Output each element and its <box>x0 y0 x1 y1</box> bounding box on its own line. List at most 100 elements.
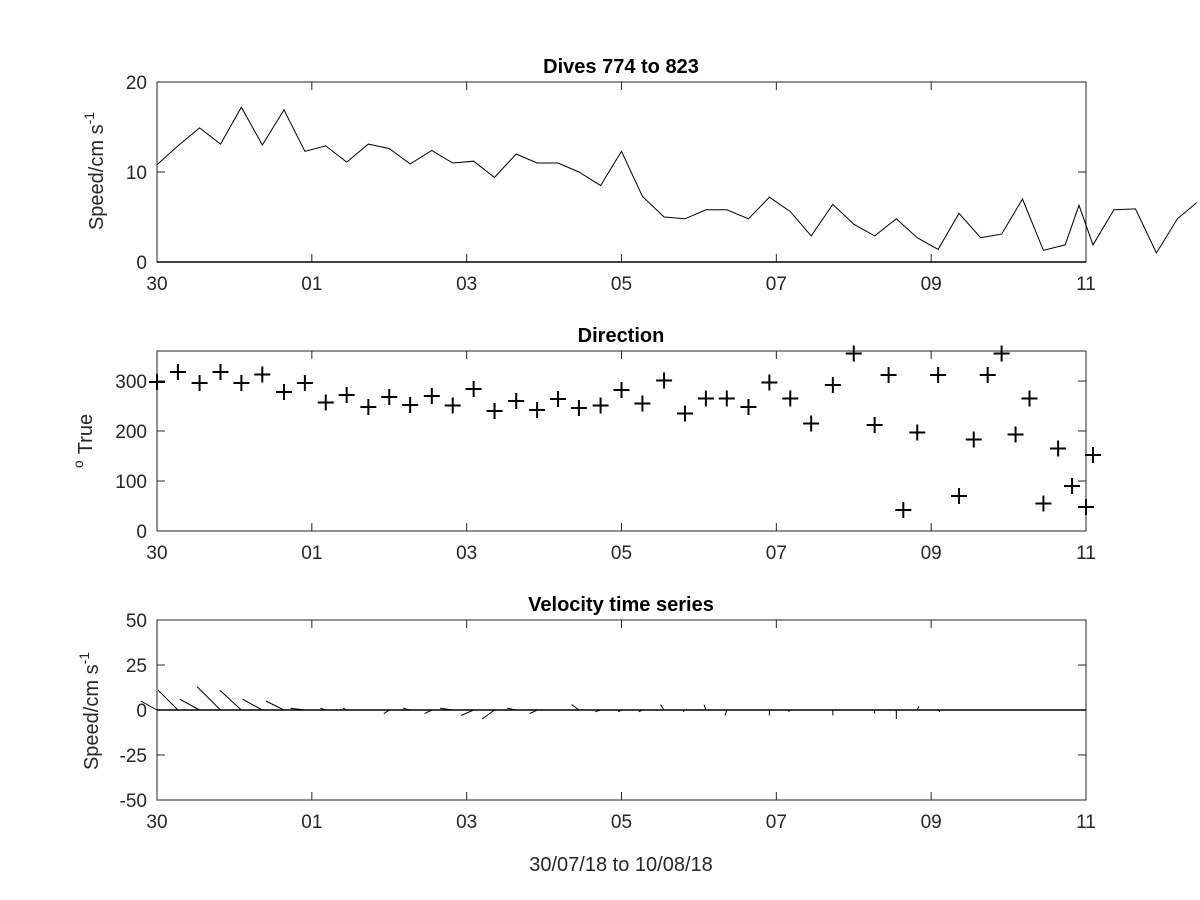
velocity-stick <box>481 709 495 720</box>
velocity-xlabel: 30/07/18 to 10/08/18 <box>529 854 713 876</box>
direction-point <box>444 397 461 414</box>
velocity-stick <box>916 706 920 711</box>
direction-point <box>1021 390 1038 407</box>
direction-ylabel: oTrue <box>70 414 97 468</box>
direction-panel: Direction 30 01 03 05 07 09 11 0 100 200 300 oTrue <box>70 325 1101 564</box>
direction-point <box>233 375 250 391</box>
direction-point <box>570 400 587 416</box>
y-tick-label: 100 <box>115 472 147 493</box>
direction-point <box>1078 499 1094 515</box>
direction-point <box>550 391 567 407</box>
velocity-stick <box>219 689 242 711</box>
direction-point <box>880 367 897 383</box>
x-tick-label: 07 <box>766 543 787 564</box>
direction-point <box>866 417 883 433</box>
y-tick-label: -25 <box>120 746 147 767</box>
x-tick-label: 05 <box>611 274 632 295</box>
direction-axes: 30 01 03 05 07 09 11 0 100 200 300 <box>115 345 1101 564</box>
direction-point <box>338 387 355 403</box>
x-tick-label: 01 <box>301 812 322 833</box>
x-tick-label: 11 <box>1076 274 1096 295</box>
direction-point <box>317 394 334 411</box>
direction-point <box>1064 478 1081 494</box>
velocity-stick <box>529 709 538 715</box>
direction-panel-title: Direction <box>578 325 665 347</box>
direction-point <box>1050 440 1067 457</box>
y-tick-label: 20 <box>126 73 147 94</box>
direction-point <box>212 364 229 380</box>
velocity-stick <box>157 689 179 711</box>
direction-point <box>191 375 208 391</box>
x-tick-label: 09 <box>921 812 942 833</box>
direction-point <box>486 403 503 419</box>
x-tick-label: 05 <box>611 543 632 564</box>
y-tick-label: 50 <box>126 611 147 632</box>
speed-axes: 30 01 03 05 07 09 11 0 10 20 <box>126 73 1198 295</box>
velocity-stick <box>507 707 517 711</box>
direction-point <box>676 405 693 422</box>
velocity-stick <box>703 704 707 711</box>
y-tick-label: 0 <box>136 701 147 722</box>
velocity-panel-title: Velocity time series <box>528 594 714 616</box>
x-tick-label: 30 <box>146 543 167 564</box>
direction-point <box>697 390 714 407</box>
direction-point <box>761 374 778 391</box>
velocity-stick <box>937 709 941 713</box>
direction-point <box>845 345 862 362</box>
velocity-stick <box>342 707 347 711</box>
y-tick-label: 300 <box>115 372 147 393</box>
velocity-stick <box>179 698 200 711</box>
velocity-stick <box>571 704 580 711</box>
x-tick-label: 05 <box>611 812 632 833</box>
direction-point <box>149 374 165 390</box>
x-tick-label: 03 <box>456 812 477 833</box>
x-tick-label: 09 <box>921 274 942 295</box>
velocity-stick <box>242 698 263 711</box>
direction-point <box>360 399 377 415</box>
velocity-stick <box>440 707 453 711</box>
velocity-stick <box>383 709 390 715</box>
velocity-panel: Velocity time series 30 01 03 05 07 09 11 50 25 0… <box>76 594 1096 876</box>
y-tick-label: 200 <box>115 422 147 443</box>
velocity-stick <box>595 709 601 713</box>
y-tick-label: 10 <box>126 163 147 184</box>
y-tick-label: 25 <box>126 656 147 677</box>
x-tick-label: 07 <box>766 812 787 833</box>
direction-point <box>296 375 313 391</box>
direction-point <box>529 402 546 418</box>
direction-point <box>381 389 398 405</box>
speed-ylabel: Speed/cm s-1 <box>81 112 108 230</box>
direction-point <box>275 384 292 400</box>
velocity-stick <box>320 707 326 711</box>
speed-panel-title: Dives 774 to 823 <box>543 56 699 78</box>
velocity-stick <box>290 707 305 711</box>
x-tick-label: 03 <box>456 274 477 295</box>
x-tick-label: 01 <box>301 543 322 564</box>
speed-panel: Dives 774 to 823 30 01 03 05 07 09 11 0 10 20 Spe… <box>81 56 1198 295</box>
velocity-stick <box>402 707 411 711</box>
velocity-stick <box>460 709 474 716</box>
direction-point <box>508 393 525 409</box>
direction-point <box>718 390 735 407</box>
x-tick-label: 30 <box>146 274 167 295</box>
y-tick-label: -50 <box>120 791 147 812</box>
direction-point <box>979 367 996 383</box>
velocity-stick <box>660 704 665 711</box>
y-tick-label: 0 <box>136 522 147 543</box>
direction-point <box>1007 426 1024 443</box>
direction-point <box>423 388 440 404</box>
direction-point <box>592 397 609 414</box>
direction-point <box>993 345 1010 362</box>
x-tick-label: 09 <box>921 543 942 564</box>
x-tick-label: 30 <box>146 812 167 833</box>
speed-series-line <box>156 106 1198 255</box>
y-tick-label: 0 <box>136 253 147 274</box>
direction-point <box>613 382 630 398</box>
direction-point <box>656 372 673 389</box>
x-tick-label: 01 <box>301 274 322 295</box>
direction-point <box>169 364 186 380</box>
x-tick-label: 11 <box>1076 812 1096 833</box>
direction-point <box>909 424 926 441</box>
velocity-stick <box>196 686 221 711</box>
